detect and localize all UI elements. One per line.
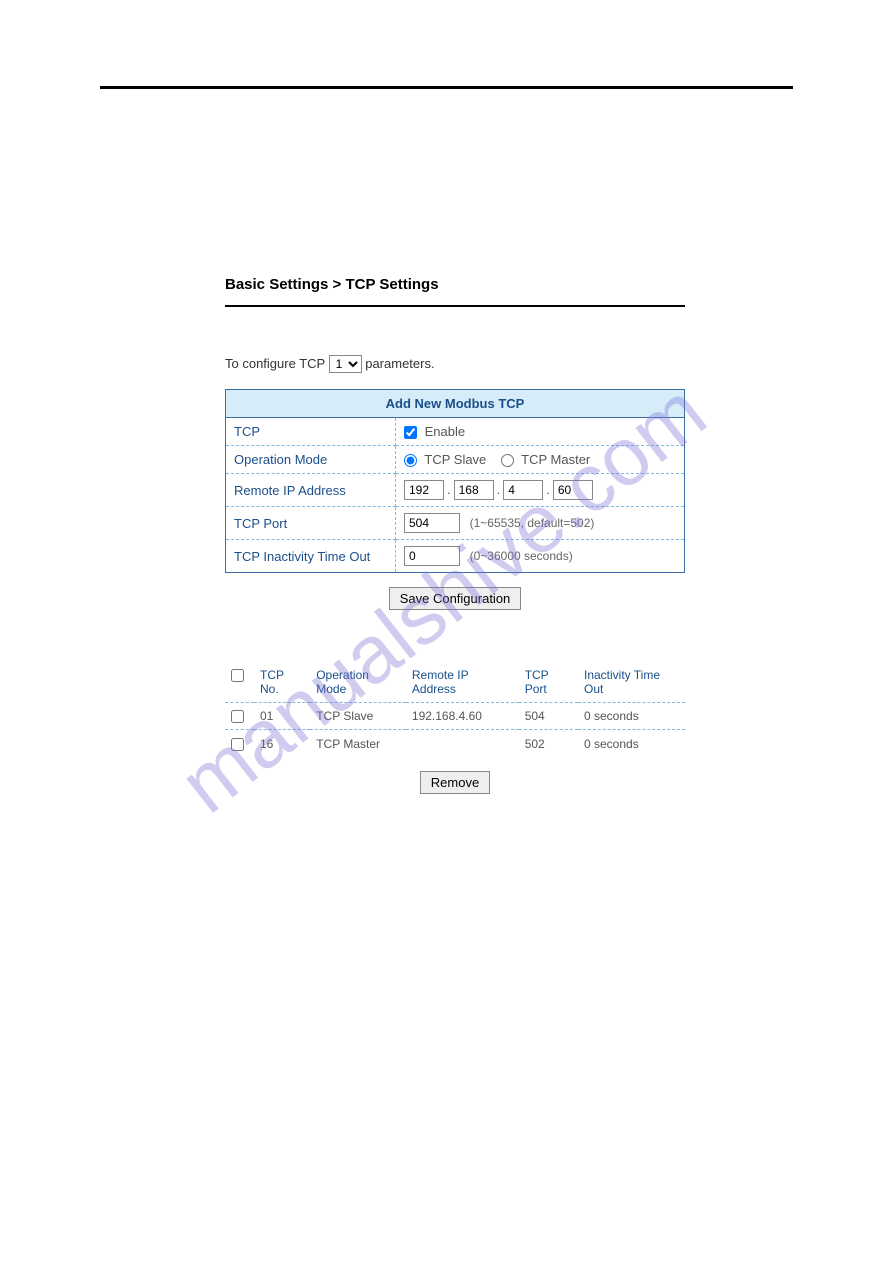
config-prefix: To configure TCP — [225, 356, 325, 371]
cell-tcp-no: 01 — [254, 703, 310, 730]
ip-dot: . — [546, 482, 550, 497]
table-row: 01 TCP Slave 192.168.4.60 504 0 seconds — [225, 703, 685, 730]
config-intro: To configure TCP 1 parameters. — [225, 355, 685, 373]
col-mode: Operation Mode — [310, 662, 406, 703]
cell-tcp-no: 16 — [254, 730, 310, 757]
tcp-label: TCP — [226, 418, 396, 446]
cell-port: 504 — [519, 703, 578, 730]
cell-timeout: 0 seconds — [578, 730, 685, 757]
page-top-rule — [100, 86, 793, 89]
tcp-enable-label: Enable — [425, 424, 465, 439]
mode-slave-label: TCP Slave — [424, 452, 486, 467]
cell-ip — [406, 730, 519, 757]
port-label: TCP Port — [226, 507, 396, 540]
title-rule — [225, 305, 685, 307]
ip-dot: . — [447, 482, 451, 497]
cell-mode: TCP Slave — [310, 703, 406, 730]
form-header: Add New Modbus TCP — [226, 390, 685, 418]
cell-mode: TCP Master — [310, 730, 406, 757]
select-all-checkbox[interactable] — [231, 669, 244, 682]
timeout-input[interactable] — [404, 546, 460, 566]
save-button[interactable]: Save Configuration — [389, 587, 522, 610]
col-remote-ip: Remote IP Address — [406, 662, 519, 703]
timeout-hint: (0~36000 seconds) — [470, 549, 573, 563]
ip-oct2-input[interactable] — [454, 480, 494, 500]
ip-oct4-input[interactable] — [553, 480, 593, 500]
row-checkbox[interactable] — [231, 738, 244, 751]
mode-label: Operation Mode — [226, 446, 396, 474]
mode-slave-radio[interactable] — [404, 454, 417, 467]
port-input[interactable] — [404, 513, 460, 533]
mode-master-radio[interactable] — [501, 454, 514, 467]
ip-oct1-input[interactable] — [404, 480, 444, 500]
col-port: TCP Port — [519, 662, 578, 703]
tcp-index-select[interactable]: 1 — [329, 355, 362, 373]
remove-button[interactable]: Remove — [420, 771, 490, 794]
table-row: 16 TCP Master 502 0 seconds — [225, 730, 685, 757]
mode-master-label: TCP Master — [521, 452, 590, 467]
tcp-enable-checkbox[interactable] — [404, 426, 417, 439]
content-wrapper: Basic Settings > TCP Settings To configu… — [225, 276, 685, 794]
ip-oct3-input[interactable] — [503, 480, 543, 500]
port-hint: (1~65535, default=502) — [470, 516, 595, 530]
cell-ip: 192.168.4.60 — [406, 703, 519, 730]
add-modbus-form: Add New Modbus TCP TCP Enable Operation … — [225, 389, 685, 573]
cell-port: 502 — [519, 730, 578, 757]
config-suffix: parameters. — [365, 356, 434, 371]
col-timeout: Inactivity Time Out — [578, 662, 685, 703]
cell-timeout: 0 seconds — [578, 703, 685, 730]
page-title: Basic Settings > TCP Settings — [225, 276, 685, 293]
row-checkbox[interactable] — [231, 710, 244, 723]
timeout-label: TCP Inactivity Time Out — [226, 540, 396, 573]
ip-dot: . — [497, 482, 501, 497]
remote-ip-label: Remote IP Address — [226, 474, 396, 507]
tcp-list-table: TCP No. Operation Mode Remote IP Address… — [225, 662, 685, 757]
col-tcp-no: TCP No. — [254, 662, 310, 703]
